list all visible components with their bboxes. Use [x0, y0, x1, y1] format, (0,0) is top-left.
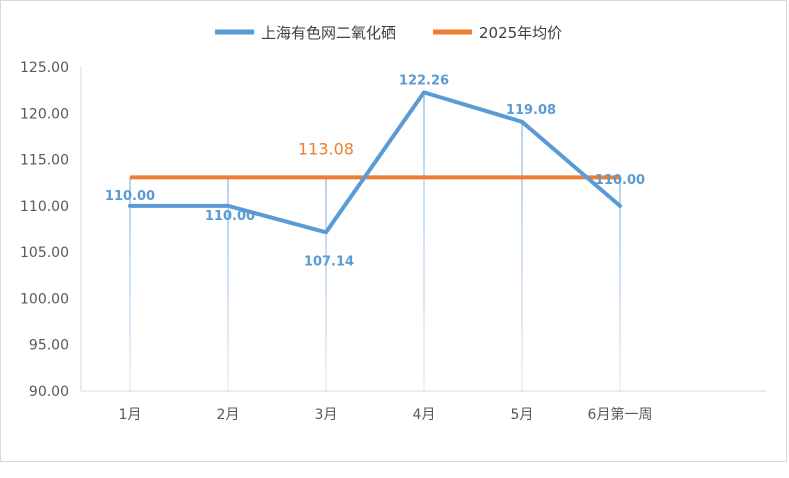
x-tick-label: 1月 [119, 407, 142, 423]
data-label: 110.00 [105, 189, 155, 204]
x-tick-label: 5月 [511, 407, 534, 423]
drop-line [227, 177, 229, 391]
x-tick-label: 6月第一周 [588, 406, 653, 423]
x-tick-label: 4月 [413, 407, 436, 423]
legend-label-average: 2025年均价 [479, 24, 562, 42]
y-tick-label: 120.00 [20, 106, 69, 122]
price-series-line [128, 90, 622, 235]
data-label: 119.08 [506, 103, 556, 118]
line-chart: 上海有色网二氧化硒 2025年均价 90.00 95.00 100.00 105.00… [20, 24, 766, 423]
x-tick-label: 3月 [315, 407, 338, 423]
y-tick-label: 110.00 [20, 199, 69, 215]
average-value-label: 113.08 [298, 139, 354, 158]
data-label: 107.14 [304, 254, 354, 269]
y-tick-label: 100.00 [20, 291, 69, 307]
chart-frame: 上海有色网二氧化硒 2025年均价 90.00 95.00 100.00 105.00… [0, 0, 787, 462]
legend-label-price: 上海有色网二氧化硒 [261, 24, 396, 42]
drop-line [423, 92, 425, 392]
drop-line [325, 177, 327, 391]
data-label: 122.26 [399, 73, 449, 88]
y-tick-label: 105.00 [20, 245, 69, 261]
data-label: 110.00 [595, 173, 645, 188]
drop-line [521, 121, 523, 392]
y-tick-label: 95.00 [29, 338, 69, 354]
x-tick-label: 2月 [217, 407, 240, 423]
drop-line [619, 177, 621, 391]
data-label: 110.00 [205, 209, 255, 224]
legend: 上海有色网二氧化硒 2025年均价 [215, 24, 562, 42]
y-tick-label: 90.00 [29, 384, 69, 400]
y-tick-label: 125.00 [20, 60, 69, 76]
drop-line [129, 177, 131, 391]
plot-area: 90.00 95.00 100.00 105.00 110.00 115.00 120.00… [20, 60, 766, 423]
y-tick-label: 115.00 [20, 153, 69, 169]
